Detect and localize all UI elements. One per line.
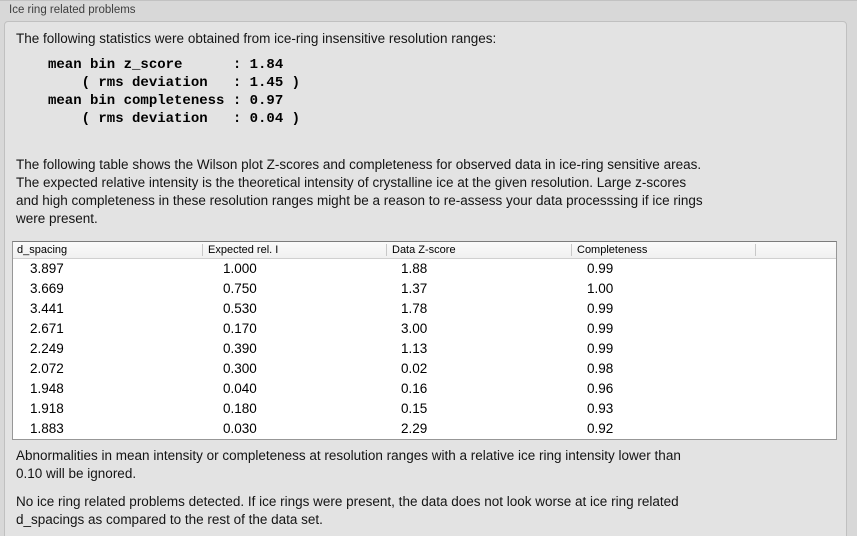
table-row[interactable]: 1.883 0.030 2.29 0.92 [13, 419, 836, 439]
table-cell: 0.040 [223, 381, 257, 396]
table-filler-cell [756, 319, 836, 339]
table-description-text: The following table shows the Wilson plo… [16, 157, 703, 226]
table-cell: 0.92 [587, 421, 614, 436]
ice-ring-table-body: 3.897 1.000 1.88 0.99 3.669 0.750 1.37 1.00 3.44… [13, 259, 836, 439]
table-cell: 0.390 [223, 341, 257, 356]
table-row[interactable]: 3.897 1.000 1.88 0.99 [13, 259, 836, 279]
table-cell: 1.000 [223, 261, 257, 276]
table-cell: 0.99 [587, 261, 614, 276]
table-cell: 1.88 [401, 261, 428, 276]
table-cell: 2.249 [30, 341, 64, 356]
table-header-row: d_spacing Expected rel. I Data Z-score C… [13, 242, 836, 259]
table-cell: 3.897 [30, 261, 64, 276]
table-cell: 0.99 [587, 321, 614, 336]
column-header-d-spacing: d_spacing [13, 242, 203, 258]
column-header-completeness: Completeness [572, 242, 756, 258]
table-cell: 1.918 [30, 401, 64, 416]
table-filler-cell [756, 419, 836, 439]
table-filler-cell [756, 359, 836, 379]
table-filler-cell [756, 259, 836, 279]
ice-ring-table[interactable]: d_spacing Expected rel. I Data Z-score C… [12, 241, 837, 440]
table-cell: 0.99 [587, 301, 614, 316]
table-row[interactable]: 2.249 0.390 1.13 0.99 [13, 339, 836, 359]
table-cell: 0.02 [401, 361, 428, 376]
table-filler-cell [756, 279, 836, 299]
table-cell: 2.072 [30, 361, 64, 376]
table-cell: 0.93 [587, 401, 614, 416]
table-cell: 1.78 [401, 301, 428, 316]
table-row[interactable]: 3.441 0.530 1.78 0.99 [13, 299, 836, 319]
table-cell: 3.669 [30, 281, 64, 296]
table-cell: 0.530 [223, 301, 257, 316]
table-row[interactable]: 3.669 0.750 1.37 1.00 [13, 279, 836, 299]
table-cell: 1.37 [401, 281, 428, 296]
table-cell: 0.15 [401, 401, 428, 416]
table-row[interactable]: 1.918 0.180 0.15 0.93 [13, 399, 836, 419]
table-row[interactable]: 2.671 0.170 3.00 0.99 [13, 319, 836, 339]
table-cell: 2.29 [401, 421, 428, 436]
table-cell: 3.441 [30, 301, 64, 316]
table-cell: 1.883 [30, 421, 64, 436]
table-cell: 0.98 [587, 361, 614, 376]
stats-intro-text: The following statistics were obtained f… [16, 31, 497, 46]
column-header-expected-rel-i: Expected rel. I [203, 242, 387, 258]
table-cell: 0.030 [223, 421, 257, 436]
column-header-filler [756, 242, 836, 258]
table-filler-cell [756, 399, 836, 419]
table-cell: 0.16 [401, 381, 428, 396]
table-filler-cell [756, 379, 836, 399]
table-cell: 2.671 [30, 321, 64, 336]
table-cell: 0.170 [223, 321, 257, 336]
table-cell: 1.13 [401, 341, 428, 356]
section-title: Ice ring related problems [9, 4, 136, 16]
table-filler-cell [756, 339, 836, 359]
table-filler-cell [756, 299, 836, 319]
column-header-data-z-score: Data Z-score [387, 242, 572, 258]
ignore-rule-text: Abnormalities in mean intensity or compl… [16, 448, 681, 481]
table-cell: 0.750 [223, 281, 257, 296]
table-cell: 0.99 [587, 341, 614, 356]
stats-values-block: mean bin z_score : 1.84 ( rms deviation … [48, 57, 301, 127]
table-row[interactable]: 1.948 0.040 0.16 0.96 [13, 379, 836, 399]
table-cell: 0.300 [223, 361, 257, 376]
table-cell: 0.96 [587, 381, 614, 396]
table-cell: 0.180 [223, 401, 257, 416]
table-cell: 1.00 [587, 281, 614, 296]
table-cell: 1.948 [30, 381, 64, 396]
table-cell: 3.00 [401, 321, 428, 336]
conclusion-text: No ice ring related problems detected. I… [16, 494, 679, 527]
table-row[interactable]: 2.072 0.300 0.02 0.98 [13, 359, 836, 379]
